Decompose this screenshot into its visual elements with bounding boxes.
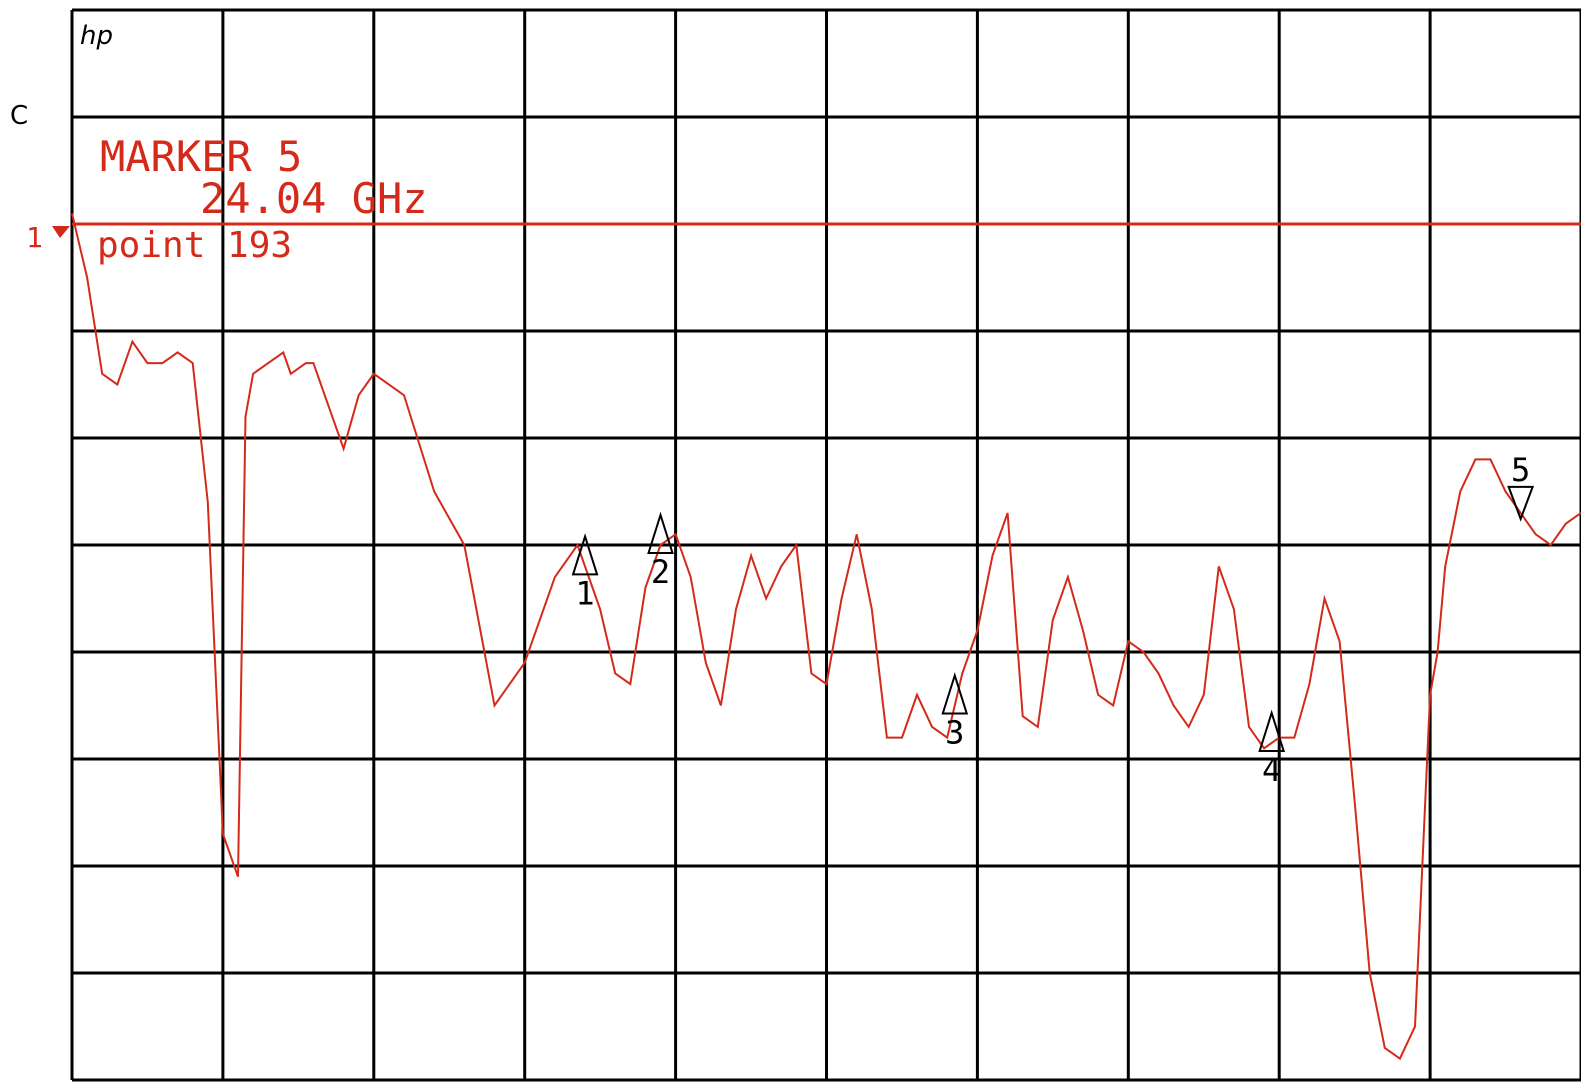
reference-label: 1 [26, 221, 43, 254]
marker-label: 3 [945, 714, 964, 752]
markers: 1 2 3 4 5 [571, 451, 1535, 789]
marker-triangle [571, 533, 599, 576]
channel-label: C [10, 101, 28, 131]
marker-label: 5 [1511, 451, 1530, 489]
marker-readout-point: point 193 [97, 225, 292, 266]
trace-line [71, 213, 1581, 1061]
marker-label: 4 [1262, 751, 1281, 789]
marker-triangle [941, 672, 969, 715]
marker-2: 2 [647, 511, 674, 591]
marker-label: 2 [651, 553, 670, 591]
marker-readout-title: MARKER 5 [100, 132, 302, 181]
reference-arrow [52, 226, 70, 238]
marker-5: 5 [1507, 451, 1535, 522]
marker-triangle [647, 511, 674, 554]
marker-label: 1 [575, 574, 594, 612]
marker-1: 1 [571, 533, 599, 612]
hp-logo: hp [80, 21, 113, 51]
marker-3: 3 [941, 672, 969, 752]
marker-readout-frequency: 24.04 GHz [200, 174, 428, 223]
marker-4: 4 [1258, 709, 1286, 789]
marker-triangle [1507, 485, 1535, 522]
marker-triangle [1258, 709, 1286, 752]
